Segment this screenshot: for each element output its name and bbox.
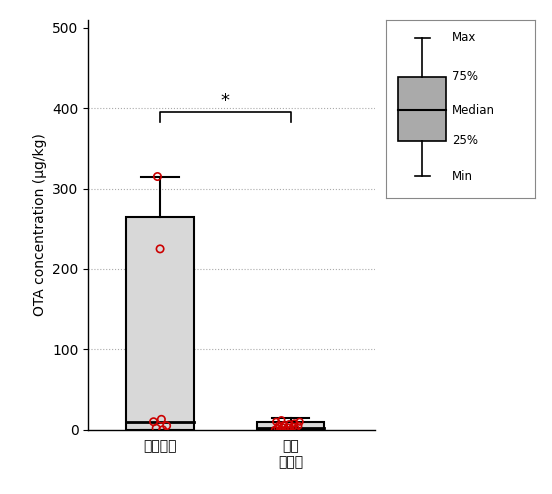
Point xyxy=(277,416,286,424)
Point xyxy=(152,424,161,432)
Point xyxy=(272,418,280,426)
Point xyxy=(278,423,287,431)
Y-axis label: OTA concentration (μg/kg): OTA concentration (μg/kg) xyxy=(33,133,47,316)
Point xyxy=(286,426,295,434)
Point xyxy=(289,422,298,430)
Point xyxy=(156,245,164,253)
Text: Min: Min xyxy=(452,170,473,183)
Point xyxy=(284,423,293,431)
Text: 75%: 75% xyxy=(452,70,478,83)
Point xyxy=(294,422,303,430)
Point xyxy=(281,426,290,434)
Point xyxy=(153,172,162,180)
Point xyxy=(280,421,289,429)
Point xyxy=(273,424,282,432)
Point xyxy=(162,422,171,430)
Point xyxy=(285,420,294,428)
Text: Median: Median xyxy=(452,104,495,117)
Text: Max: Max xyxy=(452,31,476,44)
Point xyxy=(274,422,283,430)
Bar xyxy=(399,77,446,141)
Point xyxy=(295,418,304,426)
Point xyxy=(291,425,300,433)
Point xyxy=(275,426,284,434)
Bar xyxy=(257,422,325,430)
Point xyxy=(270,426,279,434)
Point xyxy=(290,419,299,427)
Point xyxy=(149,418,158,426)
Text: 25%: 25% xyxy=(452,134,478,147)
Bar xyxy=(126,217,194,430)
Point xyxy=(158,426,167,434)
Text: *: * xyxy=(221,92,230,110)
Point xyxy=(157,415,166,423)
